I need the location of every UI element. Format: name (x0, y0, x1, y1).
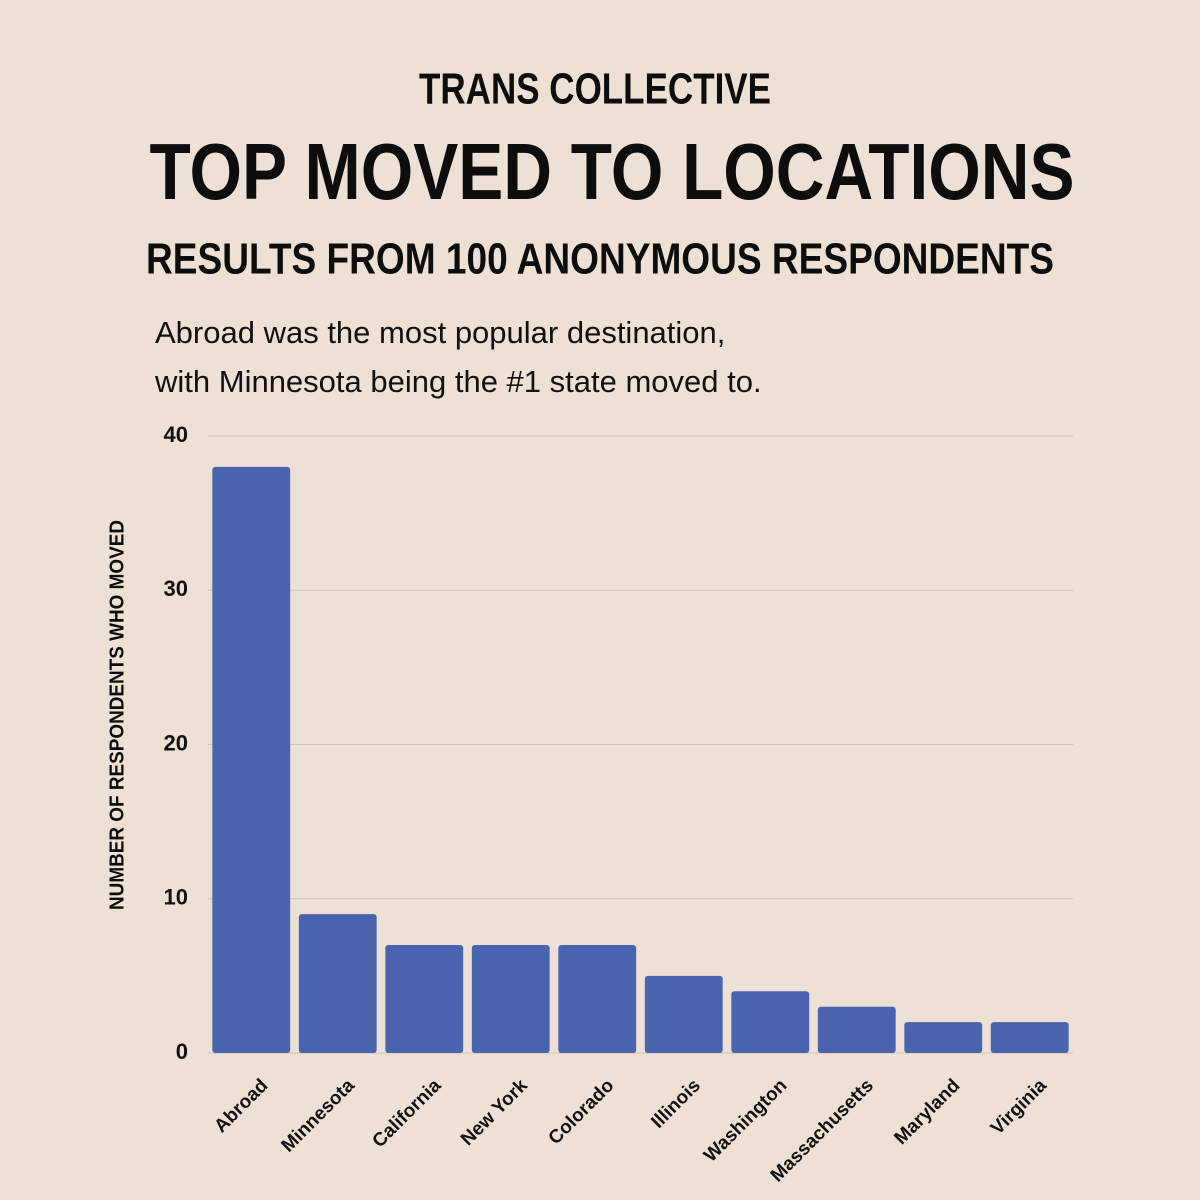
chart-title: TOP MOVED TO LOCATIONS (150, 127, 1075, 216)
bar (558, 945, 637, 1053)
bar (904, 1022, 983, 1053)
bar (990, 1022, 1069, 1053)
x-tick-label: Virginia (987, 1075, 1051, 1139)
subtitle: RESULTS FROM 100 ANONYMOUS RESPONDENTS (146, 235, 1054, 284)
x-tick-label: Minnesota (278, 1075, 360, 1157)
bar (212, 466, 291, 1054)
annotation: Abroad was the most popular destination, (155, 315, 725, 350)
x-tick-label: Washington (700, 1075, 791, 1166)
bar (471, 945, 550, 1053)
bar (731, 991, 810, 1053)
x-tick-label: Maryland (890, 1075, 964, 1149)
bar (298, 914, 377, 1053)
y-tick-label: 10 (164, 885, 188, 910)
x-tick-label: Colorado (545, 1075, 619, 1149)
bar (385, 945, 464, 1053)
annotation: with Minnesota being the #1 state moved … (154, 364, 762, 399)
x-tick-label: California (369, 1075, 446, 1152)
y-tick-label: 20 (164, 730, 188, 755)
supertitle: TRANS COLLECTIVE (419, 65, 771, 114)
y-tick-label: 40 (164, 422, 188, 447)
y-tick-label: 0 (176, 1039, 188, 1064)
y-tick-label: 30 (164, 576, 188, 601)
bar (644, 975, 723, 1053)
x-tick-label: Abroad (210, 1075, 272, 1137)
y-axis-label: NUMBER OF RESPONDENTS WHO MOVED (106, 520, 128, 910)
x-tick-label: New York (457, 1075, 532, 1150)
x-tick-label: Illinois (647, 1075, 704, 1132)
bar (817, 1006, 896, 1053)
